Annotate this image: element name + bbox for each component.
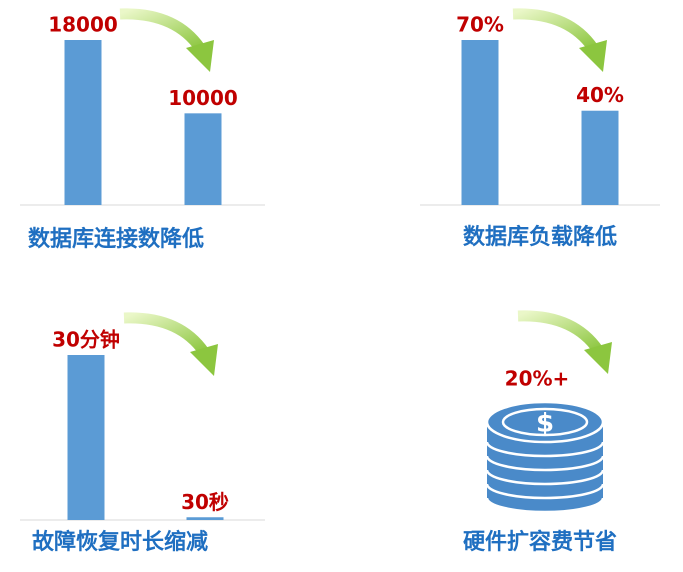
value-label: 40% bbox=[576, 83, 624, 107]
coin-stack: $ bbox=[485, 400, 605, 514]
arrow bbox=[517, 310, 603, 354]
value-label: 30秒 bbox=[181, 490, 229, 514]
arrow bbox=[123, 312, 209, 356]
arrow-head bbox=[584, 342, 612, 374]
bar bbox=[184, 113, 222, 205]
chart-title: 数据库负载降低 bbox=[463, 224, 617, 250]
arrow-head bbox=[186, 40, 214, 72]
bar bbox=[64, 40, 102, 205]
chart-title: 故障恢复时长缩减 bbox=[32, 529, 208, 555]
bar bbox=[67, 355, 105, 520]
chart-title: 数据库连接数降低 bbox=[28, 226, 204, 252]
value-label: 10000 bbox=[168, 86, 238, 110]
arrow bbox=[512, 8, 598, 52]
value-label: 70% bbox=[456, 13, 504, 37]
arrow bbox=[119, 8, 205, 52]
svg-text:$: $ bbox=[536, 409, 554, 439]
highlight-caption: 硬件扩容费节省 bbox=[463, 529, 617, 555]
bar bbox=[581, 110, 619, 205]
arrows bbox=[119, 8, 612, 376]
bar bbox=[461, 40, 499, 205]
value-label: 30分钟 bbox=[52, 328, 120, 352]
value-label: 18000 bbox=[48, 13, 118, 37]
bar bbox=[186, 517, 224, 520]
highlight-label: 20%+ bbox=[505, 367, 570, 391]
arrow-head bbox=[579, 40, 607, 72]
arrow-head bbox=[190, 344, 218, 376]
